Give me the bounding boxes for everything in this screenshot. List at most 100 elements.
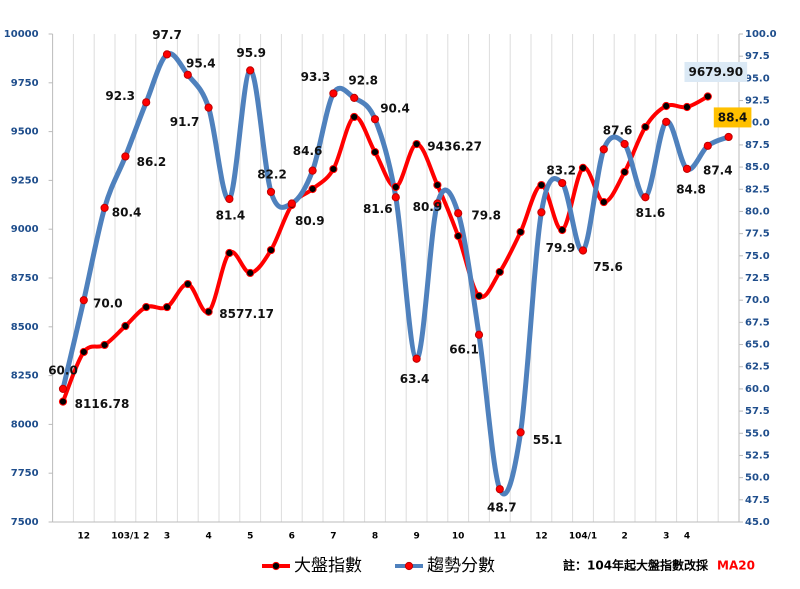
marker <box>682 164 692 173</box>
data-label: 60.0 <box>48 363 78 377</box>
data-label: 87.6 <box>603 124 633 138</box>
data-label: 75.6 <box>593 260 623 274</box>
marker <box>162 50 172 59</box>
data-label: 90.4 <box>380 102 410 116</box>
marker <box>204 307 213 316</box>
data-label-box <box>713 107 752 128</box>
y2-tick-label: 70.0 <box>745 295 770 306</box>
marker <box>100 340 109 350</box>
note-highlight: MA20 <box>717 559 755 573</box>
marker <box>142 98 151 107</box>
y2-tick-label: 55.0 <box>745 428 770 439</box>
data-label: 91.7 <box>170 115 200 129</box>
data-label-box <box>684 61 748 82</box>
data-label: 9679.90 <box>688 65 743 79</box>
y2-tick-label: 47.5 <box>745 495 770 506</box>
data-label: 81.6 <box>636 206 666 220</box>
y2-tick-label: 95.0 <box>745 73 770 84</box>
y2-tick-label: 60.0 <box>745 384 770 395</box>
marker <box>703 141 712 150</box>
marker <box>495 267 504 277</box>
y2-tick-label: 77.5 <box>745 229 770 240</box>
y2-tick-label: 80.0 <box>745 206 770 217</box>
marker <box>537 208 546 217</box>
x-tick-label: 2 <box>143 532 149 542</box>
marker <box>100 203 109 213</box>
data-label: 84.8 <box>676 182 706 196</box>
marker <box>391 193 400 202</box>
data-label: 88.4 <box>718 110 748 124</box>
y2-tick-label: 92.5 <box>745 96 770 107</box>
x-tick-label: 12 <box>78 532 91 542</box>
data-label: 80.9 <box>295 214 325 228</box>
data-label: 80.9 <box>413 200 443 214</box>
marker <box>724 132 733 142</box>
y2-tick-label: 50.0 <box>745 473 770 484</box>
x-tick-label: 3 <box>663 532 669 542</box>
note: 註：104年起大盤指數改採 <box>563 558 709 573</box>
marker <box>641 122 650 132</box>
marker <box>412 354 421 363</box>
data-label: 92.8 <box>348 73 378 87</box>
marker <box>329 89 338 98</box>
marker <box>246 268 255 278</box>
y2-tick-label: 85.0 <box>745 162 770 173</box>
y2-tick-label: 82.5 <box>745 184 770 195</box>
marker <box>329 164 338 174</box>
marker <box>225 248 234 258</box>
marker <box>308 184 317 194</box>
x-tick-label: 12 <box>535 532 548 542</box>
data-label: 79.9 <box>546 241 576 255</box>
y2-tick-label: 45.0 <box>745 517 770 528</box>
marker <box>350 112 359 122</box>
x-tick-label: 4 <box>205 532 211 542</box>
marker <box>599 145 608 154</box>
marker <box>558 178 567 188</box>
y2-tick-label: 90.0 <box>745 118 770 129</box>
marker <box>558 225 567 235</box>
x-tick-label: 2 <box>621 532 627 542</box>
y2-tick-label: 62.5 <box>745 362 770 373</box>
legend-label: 大盤指數 <box>294 556 362 576</box>
x-tick-label: 9 <box>413 532 419 542</box>
data-label: 48.7 <box>487 501 517 515</box>
data-label: 84.6 <box>293 144 323 158</box>
marker <box>495 485 504 494</box>
y2-tick-label: 75.0 <box>745 251 770 262</box>
legend-marker <box>271 561 281 571</box>
x-tick-label: 10 <box>452 532 465 542</box>
marker <box>79 347 88 357</box>
marker <box>183 279 192 289</box>
y2-tick-label: 52.5 <box>745 450 770 461</box>
x-tick-label: 11 <box>494 532 507 542</box>
data-label: 8577.17 <box>219 307 274 321</box>
x-tick-label: 6 <box>289 532 295 542</box>
data-label: 8116.78 <box>75 397 130 411</box>
marker <box>662 117 671 126</box>
marker <box>620 167 629 177</box>
marker <box>308 166 317 175</box>
marker <box>370 115 380 124</box>
marker <box>516 428 525 437</box>
marker <box>58 384 68 394</box>
marker <box>391 182 400 192</box>
marker <box>266 245 276 255</box>
data-label: 55.1 <box>533 433 563 447</box>
x-tick-label: 103/1 <box>111 532 139 542</box>
marker <box>703 92 712 101</box>
x-tick-label: 5 <box>247 532 253 542</box>
y-tick-label: 8250 <box>11 371 39 382</box>
data-label: 87.4 <box>703 163 733 177</box>
marker <box>246 66 255 75</box>
data-label: 92.3 <box>105 89 135 103</box>
marker <box>350 93 359 102</box>
marker <box>578 246 588 255</box>
y-tick-label: 9500 <box>11 127 39 138</box>
data-label: 97.7 <box>152 28 182 42</box>
marker <box>183 70 192 79</box>
marker <box>641 193 650 202</box>
marker <box>516 227 525 237</box>
